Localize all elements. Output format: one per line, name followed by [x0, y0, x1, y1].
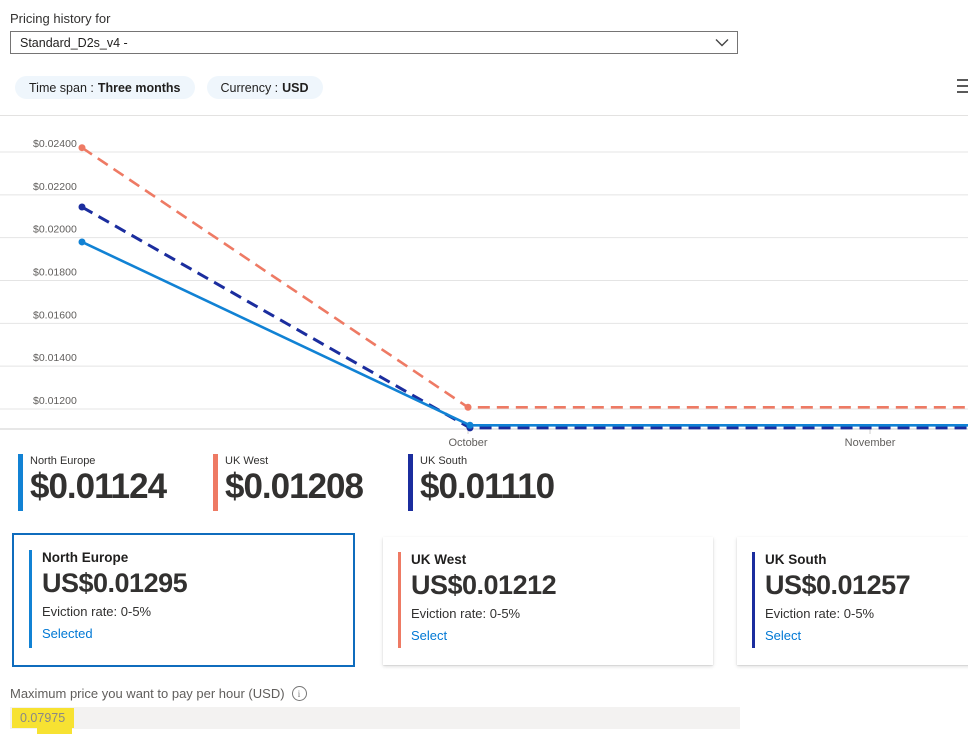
- chevron-down-icon: [715, 38, 729, 47]
- region-card-north-europe[interactable]: North Europe US$0.01295 Eviction rate: 0…: [12, 533, 355, 667]
- card-price: US$0.01212: [411, 570, 557, 600]
- legend-color-bar: [213, 454, 218, 511]
- legend-label: UK South: [420, 455, 468, 467]
- time-span-label: Time span :: [29, 80, 94, 95]
- vm-size-dropdown-value: Standard_D2s_v4 -: [20, 35, 128, 50]
- select-link[interactable]: Select: [411, 628, 448, 643]
- card-eviction: Eviction rate: 0-5%: [411, 606, 521, 621]
- svg-text:October: October: [448, 437, 487, 449]
- svg-text:$0.01200: $0.01200: [33, 395, 77, 407]
- max-price-label-row: Maximum price you want to pay per hour (…: [10, 686, 307, 701]
- legend-item-north-europe: North Europe $0.01124: [18, 454, 167, 511]
- region-card-uk-south[interactable]: UK South US$0.01257 Eviction rate: 0-5% …: [737, 537, 968, 665]
- region-card-uk-west[interactable]: UK West US$0.01212 Eviction rate: 0-5% S…: [383, 537, 713, 665]
- legend-label: UK West: [225, 455, 269, 467]
- currency-pill[interactable]: Currency : USD: [206, 76, 323, 99]
- card-region: UK West: [411, 552, 467, 567]
- selected-link[interactable]: Selected: [42, 626, 93, 641]
- svg-text:$0.01600: $0.01600: [33, 309, 77, 321]
- section-divider: [0, 115, 968, 116]
- svg-text:$0.01400: $0.01400: [33, 352, 77, 364]
- currency-label: Currency :: [220, 80, 279, 95]
- filter-pills: Time span : Three months Currency : USD: [15, 76, 323, 99]
- highlight-tail: [37, 728, 72, 734]
- info-icon[interactable]: i: [291, 686, 307, 701]
- pricing-history-label: Pricing history for: [10, 11, 111, 26]
- legend-value: $0.01208: [225, 467, 364, 506]
- max-price-label: Maximum price you want to pay per hour (…: [10, 686, 285, 701]
- svg-text:$0.02000: $0.02000: [33, 224, 77, 236]
- select-link[interactable]: Select: [765, 628, 802, 643]
- max-price-value: 0.07975: [12, 708, 75, 728]
- legend-item-uk-south: UK South $0.01110: [408, 454, 555, 511]
- card-region: North Europe: [42, 550, 129, 565]
- card-price: US$0.01295: [42, 568, 188, 598]
- card-price: US$0.01257: [765, 570, 911, 600]
- card-accent-bar: [398, 552, 401, 648]
- svg-text:$0.01800: $0.01800: [33, 266, 77, 278]
- card-region: UK South: [765, 552, 827, 567]
- time-span-value: Three months: [97, 80, 181, 95]
- card-accent-bar: [752, 552, 755, 648]
- svg-text:$0.02400: $0.02400: [33, 138, 77, 150]
- pricing-history-chart: $0.02400 $0.02200 $0.02000 $0.01800 $0.01600…: [0, 138, 968, 449]
- legend-value: $0.01124: [30, 467, 167, 506]
- card-eviction: Eviction rate: 0-5%: [42, 604, 152, 619]
- svg-text:$0.02200: $0.02200: [33, 181, 77, 193]
- card-eviction: Eviction rate: 0-5%: [765, 606, 875, 621]
- time-span-pill[interactable]: Time span : Three months: [15, 76, 195, 99]
- legend-value: $0.01110: [420, 467, 555, 506]
- card-accent-bar: [29, 550, 32, 648]
- legend-item-uk-west: UK West $0.01208: [213, 454, 364, 511]
- currency-value: USD: [282, 80, 309, 95]
- legend-label: North Europe: [30, 455, 96, 467]
- vm-size-dropdown[interactable]: Standard_D2s_v4 -: [10, 31, 738, 54]
- chart-menu-icon[interactable]: [957, 79, 968, 97]
- legend-color-bar: [408, 454, 413, 511]
- max-price-input[interactable]: 0.07975: [10, 707, 740, 729]
- svg-text:November: November: [845, 437, 896, 449]
- legend-color-bar: [18, 454, 23, 511]
